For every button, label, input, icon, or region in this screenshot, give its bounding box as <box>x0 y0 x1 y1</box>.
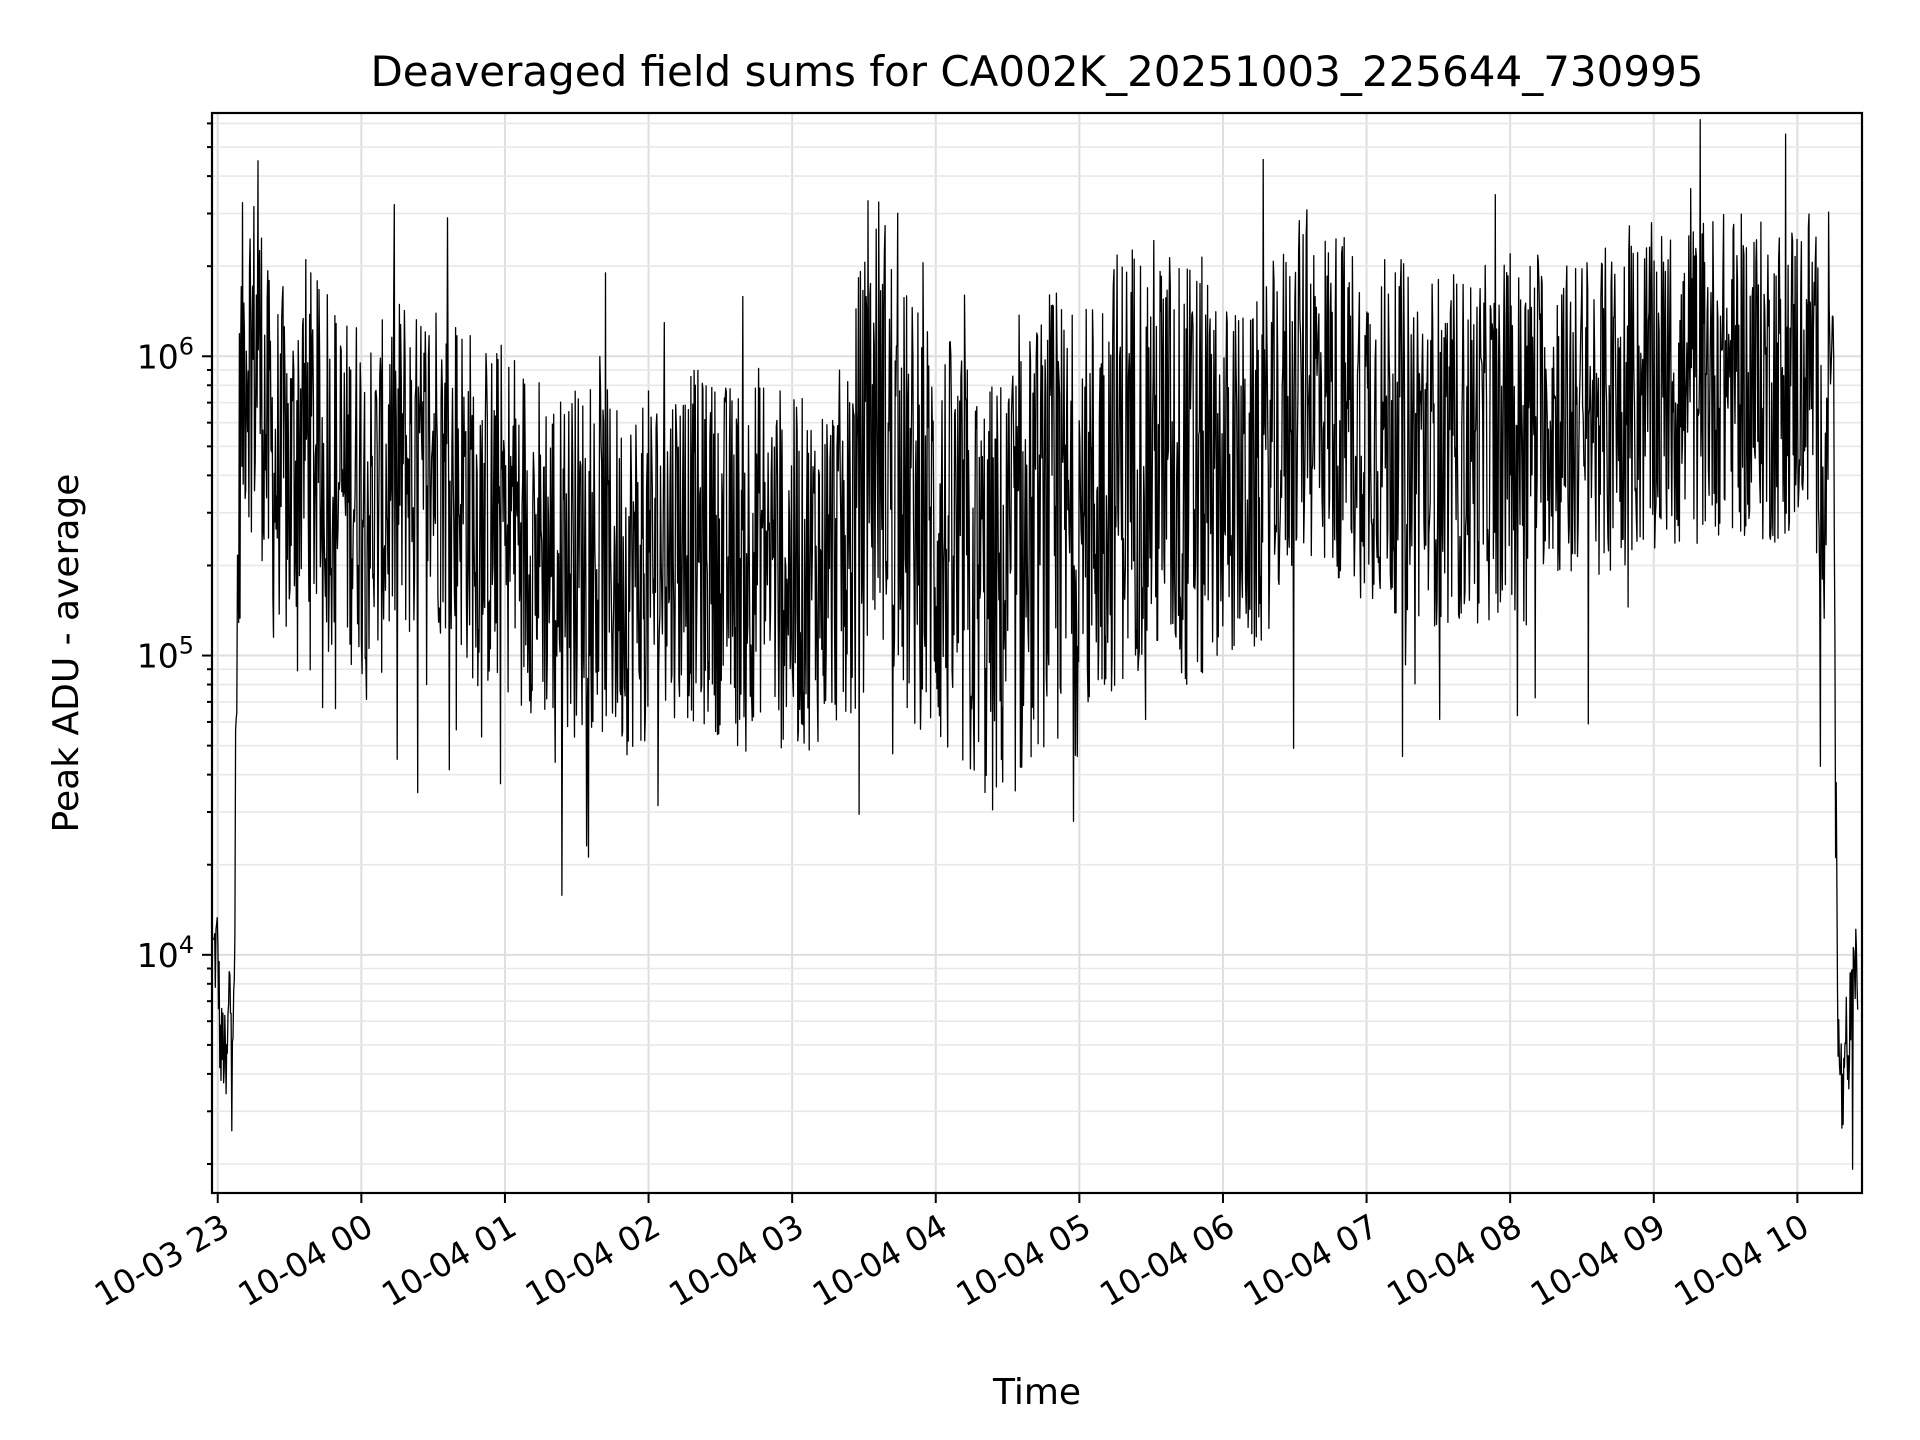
x-tick-label: 10-04 05 <box>949 1206 1097 1314</box>
x-tick-label: 10-04 09 <box>1524 1206 1672 1314</box>
x-tick-label: 10-04 08 <box>1380 1206 1528 1314</box>
chart-title: Deaveraged field sums for CA002K_2025100… <box>370 47 1703 96</box>
y-axis: 104 105 106 <box>137 122 212 1165</box>
x-tick-label: 10-04 03 <box>662 1206 810 1314</box>
plot-frame <box>210 111 1864 1195</box>
x-tick-label: 10-04 10 <box>1667 1206 1815 1314</box>
x-tick-label: 10-04 02 <box>519 1206 667 1314</box>
x-tick-label: 10-04 04 <box>806 1206 954 1314</box>
y-axis-label: Peak ADU - average <box>46 474 87 833</box>
x-tick-label: 10-03 23 <box>88 1206 236 1314</box>
x-axis-label: Time <box>992 1372 1081 1413</box>
y-tick-label: 105 <box>137 632 194 676</box>
y-tick-label: 106 <box>137 332 194 376</box>
x-tick-label: 10-04 07 <box>1237 1206 1385 1314</box>
series-line-field-sum <box>212 119 1859 1170</box>
x-tick-label: 10-04 06 <box>1093 1206 1241 1314</box>
series-layer <box>212 119 1859 1170</box>
x-tick-label: 10-04 01 <box>375 1206 523 1314</box>
y-tick-label: 104 <box>137 931 194 975</box>
x-tick-label: 10-04 00 <box>231 1206 379 1314</box>
